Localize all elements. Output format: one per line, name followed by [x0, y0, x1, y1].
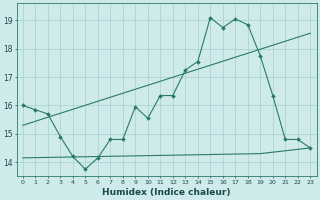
X-axis label: Humidex (Indice chaleur): Humidex (Indice chaleur): [102, 188, 231, 197]
